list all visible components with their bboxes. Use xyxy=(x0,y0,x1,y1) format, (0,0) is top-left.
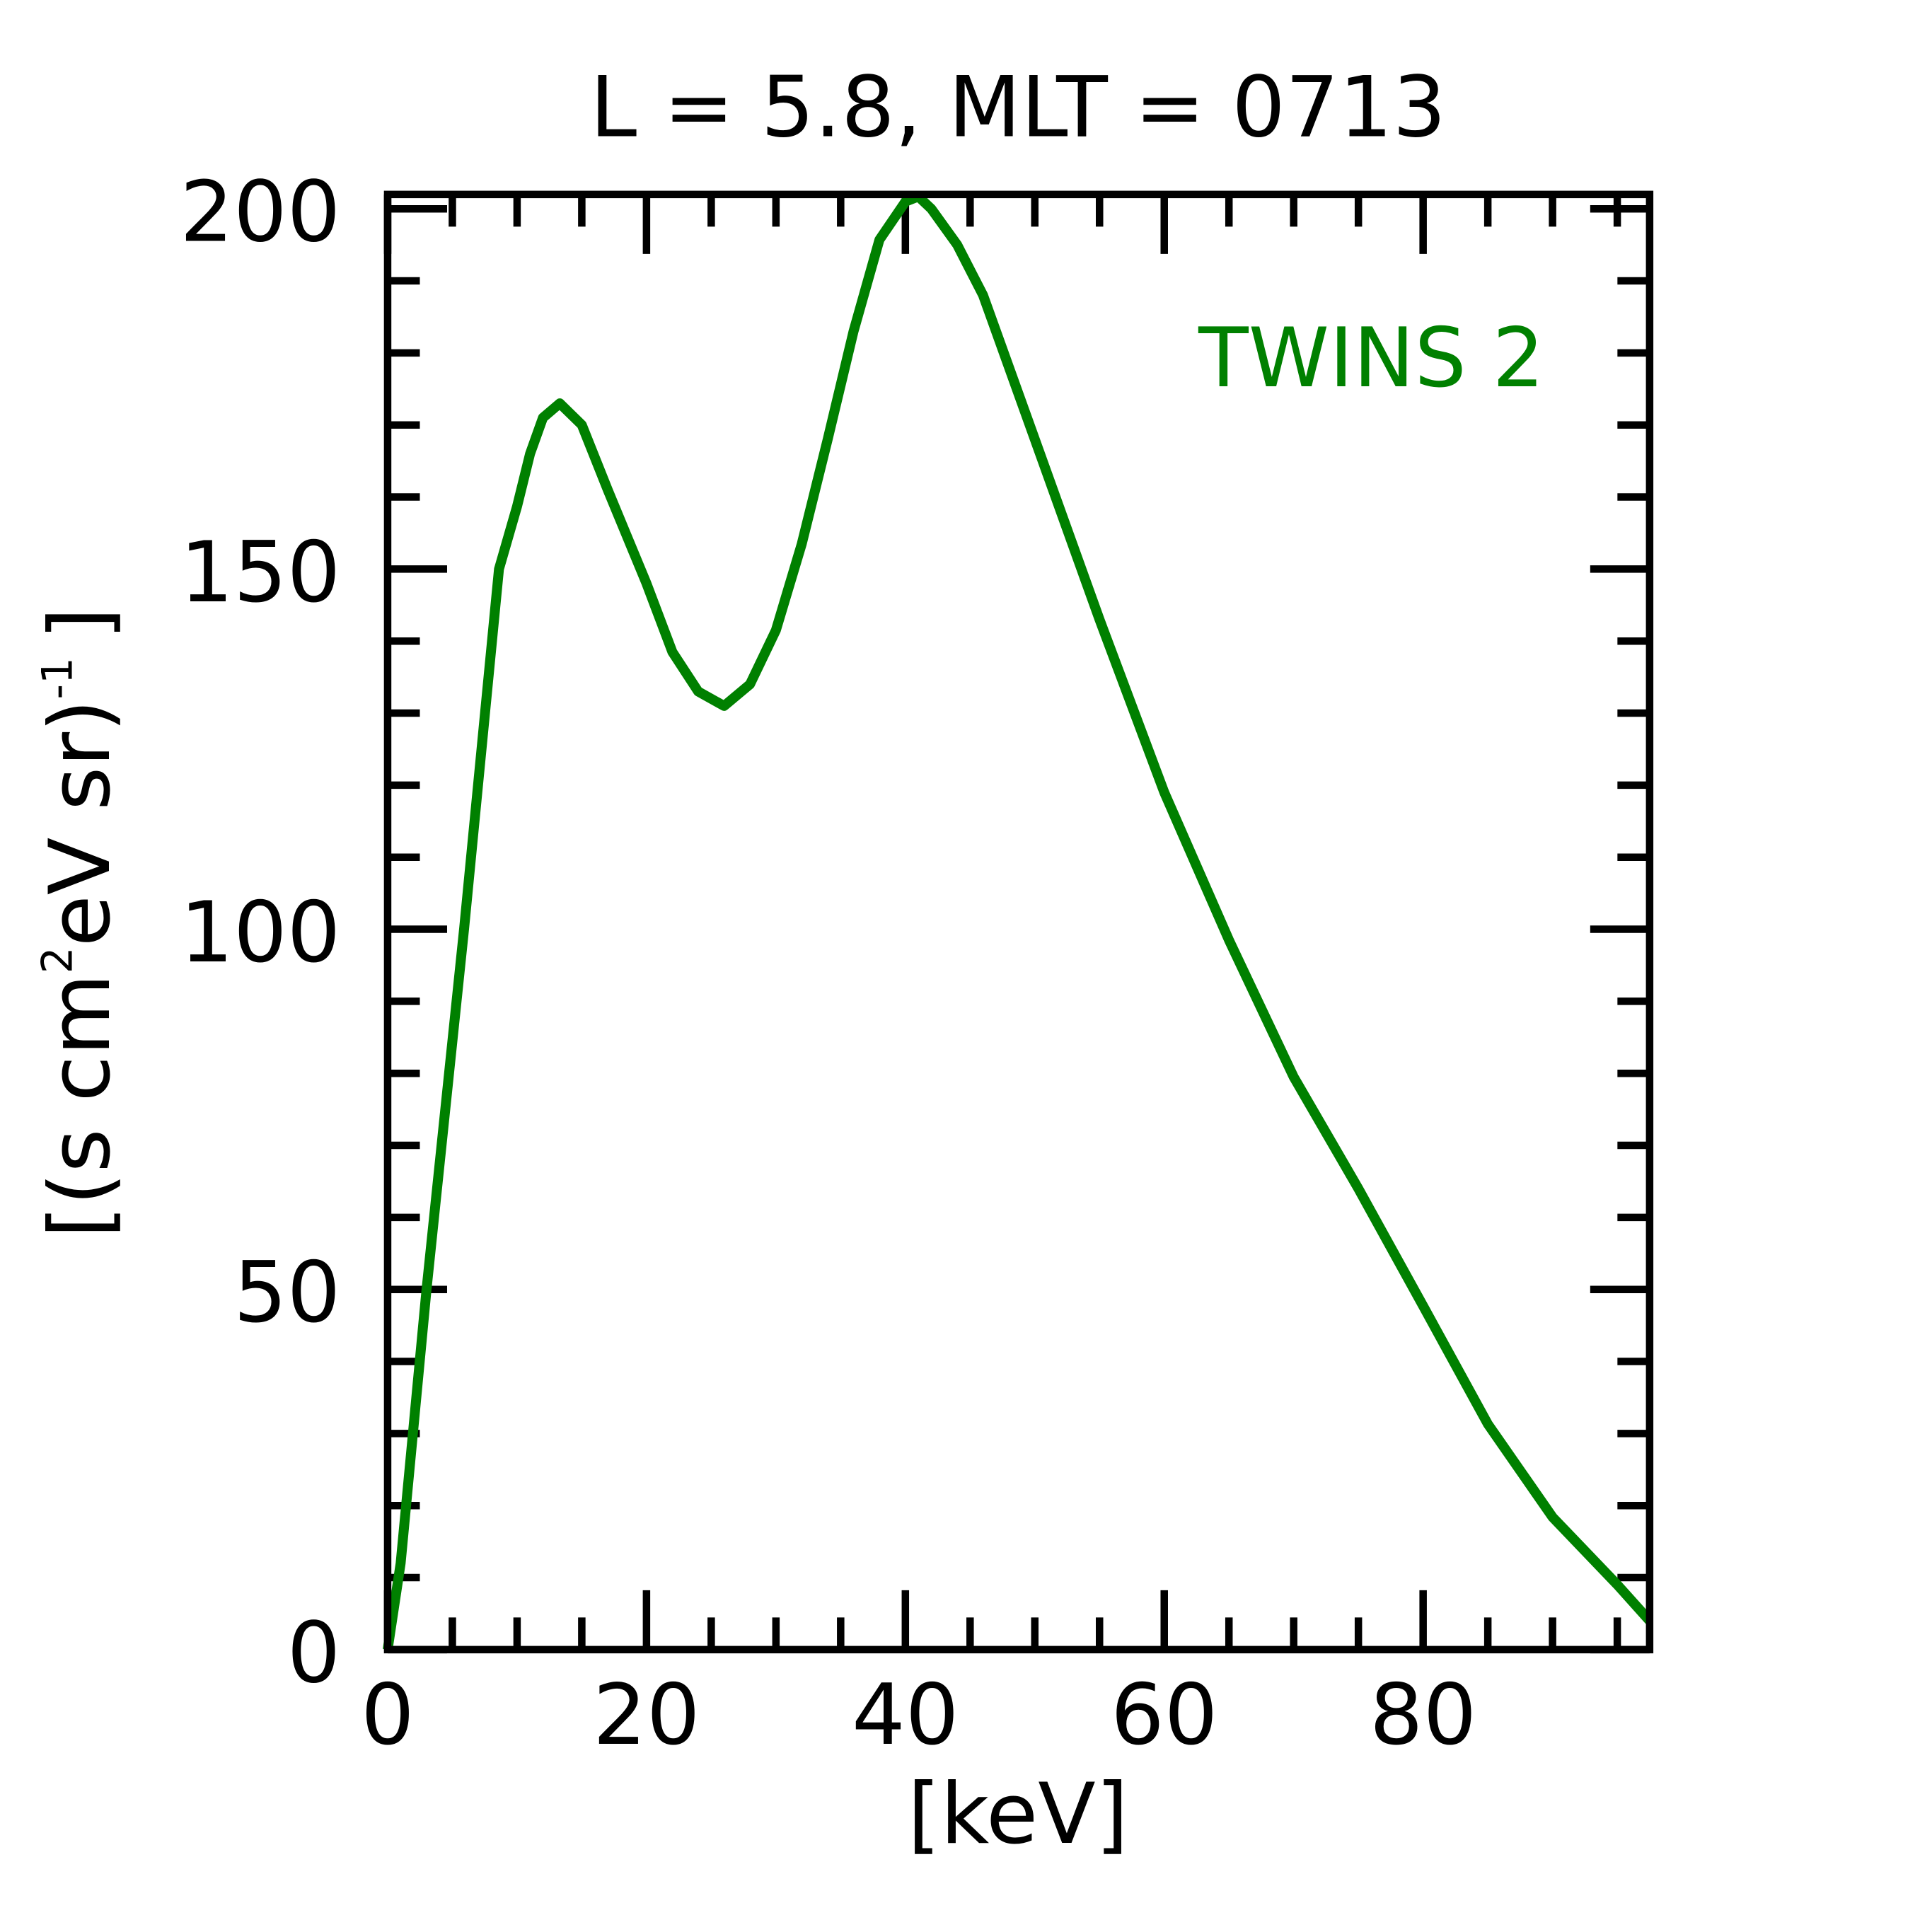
y-label-part: eV sr) xyxy=(32,699,129,947)
y-axis-label: [(s cm2eV sr)-1] xyxy=(32,607,129,1238)
y-label-sup: 2 xyxy=(34,947,83,973)
y-label-sup: -1 xyxy=(34,657,83,699)
y-tick-label: 150 xyxy=(180,524,340,622)
plot-frame xyxy=(383,190,1654,1654)
x-axis-label: [keV] xyxy=(908,1766,1128,1863)
series-line-twins-2 xyxy=(383,191,1654,1650)
y-tick-label: 200 xyxy=(180,164,340,262)
x-tick-label: 80 xyxy=(1370,1667,1476,1764)
y-tick-label: 50 xyxy=(233,1244,340,1342)
x-tick-label: 0 xyxy=(361,1667,415,1764)
y-tick-label: 100 xyxy=(180,884,340,982)
y-label-part: [(s cm xyxy=(32,973,129,1238)
x-tick-label: 20 xyxy=(593,1667,700,1764)
y-tick-label: 0 xyxy=(287,1604,341,1702)
x-tick-label: 40 xyxy=(852,1667,959,1764)
legend-entry-twins-2: TWINS 2 xyxy=(1198,311,1544,406)
y-label-part: ] xyxy=(32,607,129,640)
chart-title: L = 5.8, MLT = 0713 xyxy=(590,59,1446,157)
x-tick-label: 60 xyxy=(1111,1667,1217,1764)
